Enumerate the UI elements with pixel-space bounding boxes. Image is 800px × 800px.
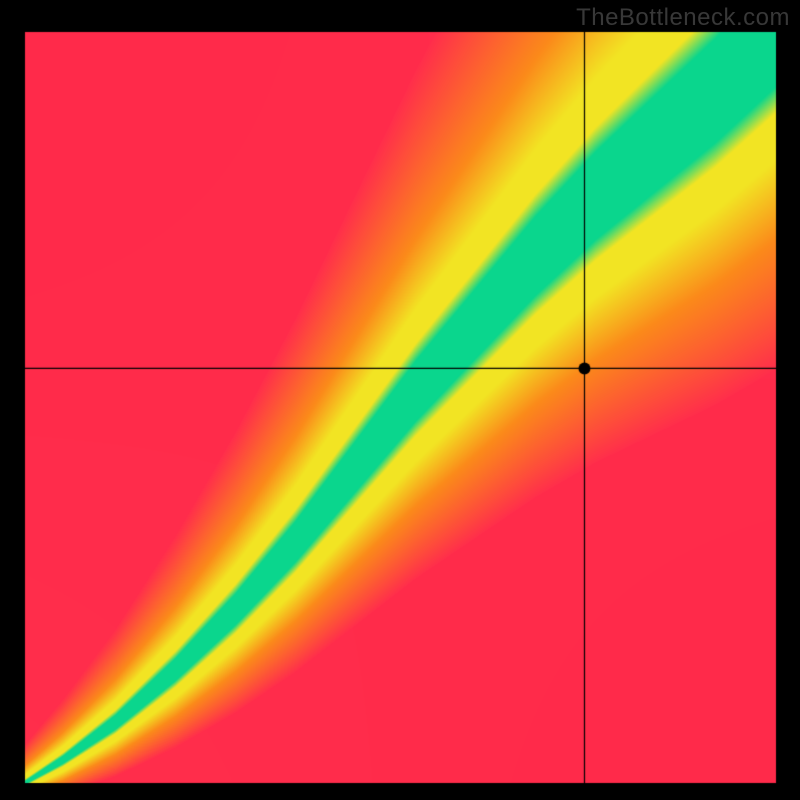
chart-container: TheBottleneck.com: [0, 0, 800, 800]
heatmap-canvas: [0, 0, 800, 800]
watermark-text: TheBottleneck.com: [576, 4, 790, 32]
